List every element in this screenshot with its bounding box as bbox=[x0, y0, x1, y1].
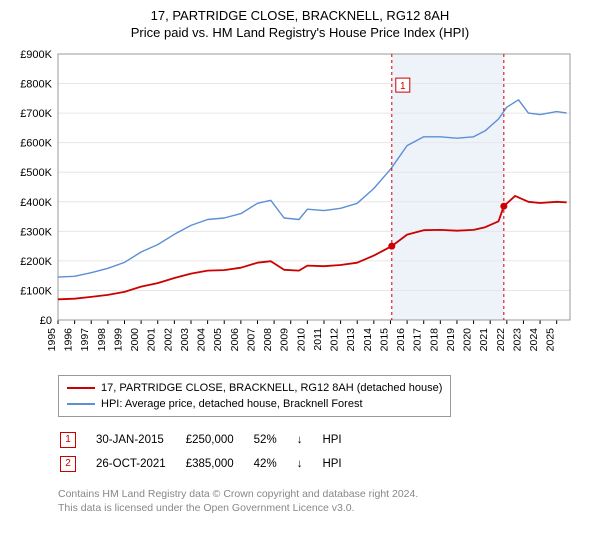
svg-text:2010: 2010 bbox=[295, 328, 307, 352]
legend-swatch bbox=[67, 387, 95, 389]
price-chart: £0 £100K £200K £300K £400K £500K £600K £700K £80… bbox=[14, 50, 574, 360]
svg-text:1996: 1996 bbox=[63, 328, 75, 352]
svg-text:1: 1 bbox=[400, 81, 406, 92]
transaction-vs: HPI bbox=[322, 429, 359, 451]
svg-text:2018: 2018 bbox=[428, 328, 440, 352]
footer-attribution: Contains HM Land Registry data © Crown c… bbox=[58, 487, 586, 515]
transaction-pct: 52% bbox=[254, 429, 295, 451]
svg-text:2015: 2015 bbox=[378, 328, 390, 352]
svg-text:2014: 2014 bbox=[362, 328, 374, 352]
svg-text:2011: 2011 bbox=[312, 328, 324, 351]
transaction-marker: 2 bbox=[60, 456, 76, 472]
svg-text:2025: 2025 bbox=[545, 328, 557, 352]
transaction-pct: 42% bbox=[254, 453, 295, 475]
svg-text:2019: 2019 bbox=[445, 328, 457, 352]
svg-text:2004: 2004 bbox=[196, 328, 208, 352]
svg-text:2013: 2013 bbox=[345, 328, 357, 352]
transaction-price: £385,000 bbox=[186, 453, 252, 475]
transaction-vs: HPI bbox=[322, 453, 359, 475]
svg-text:£500K: £500K bbox=[20, 167, 52, 179]
legend-swatch bbox=[67, 403, 95, 405]
transaction-date: 30-JAN-2015 bbox=[96, 429, 184, 451]
transaction-date: 26-OCT-2021 bbox=[96, 453, 184, 475]
svg-text:£200K: £200K bbox=[20, 256, 52, 268]
svg-text:2022: 2022 bbox=[495, 328, 507, 352]
svg-text:2021: 2021 bbox=[478, 328, 490, 352]
legend-row: HPI: Average price, detached house, Brac… bbox=[67, 396, 442, 412]
svg-text:1995: 1995 bbox=[46, 328, 58, 352]
svg-text:2002: 2002 bbox=[162, 328, 174, 352]
svg-text:2020: 2020 bbox=[462, 328, 474, 352]
svg-text:2007: 2007 bbox=[245, 328, 257, 352]
footer-line-1: Contains HM Land Registry data © Crown c… bbox=[58, 487, 586, 501]
table-row: 2 26-OCT-2021£385,00042%↓HPI bbox=[60, 453, 360, 475]
svg-text:2000: 2000 bbox=[129, 328, 141, 352]
table-row: 1 30-JAN-2015£250,00052%↓HPI bbox=[60, 429, 360, 451]
transactions-table: 1 30-JAN-2015£250,00052%↓HPI 2 26-OCT-2021£… bbox=[58, 427, 362, 477]
svg-text:£400K: £400K bbox=[20, 197, 52, 209]
svg-text:1997: 1997 bbox=[79, 328, 91, 352]
svg-text:£100K: £100K bbox=[20, 285, 52, 297]
svg-text:£900K: £900K bbox=[20, 50, 52, 61]
svg-text:2023: 2023 bbox=[511, 328, 523, 352]
chart-title: 17, PARTRIDGE CLOSE, BRACKNELL, RG12 8AH bbox=[14, 8, 586, 23]
svg-text:£600K: £600K bbox=[20, 138, 52, 150]
svg-text:£300K: £300K bbox=[20, 226, 52, 238]
svg-text:2006: 2006 bbox=[229, 328, 241, 352]
legend-row: 17, PARTRIDGE CLOSE, BRACKNELL, RG12 8AH… bbox=[67, 380, 442, 396]
transaction-arrow: ↓ bbox=[297, 453, 321, 475]
svg-text:£800K: £800K bbox=[20, 79, 52, 91]
svg-text:2017: 2017 bbox=[412, 328, 424, 352]
transaction-arrow: ↓ bbox=[297, 429, 321, 451]
chart-subtitle: Price paid vs. HM Land Registry's House … bbox=[14, 25, 586, 40]
svg-text:2016: 2016 bbox=[395, 328, 407, 352]
svg-text:2012: 2012 bbox=[329, 328, 341, 352]
legend: 17, PARTRIDGE CLOSE, BRACKNELL, RG12 8AH… bbox=[58, 375, 451, 417]
svg-text:1999: 1999 bbox=[112, 328, 124, 352]
svg-text:2001: 2001 bbox=[146, 328, 158, 352]
svg-text:2008: 2008 bbox=[262, 328, 274, 352]
svg-text:2003: 2003 bbox=[179, 328, 191, 352]
svg-text:£0: £0 bbox=[40, 315, 52, 327]
transaction-marker: 1 bbox=[60, 432, 76, 448]
svg-text:2009: 2009 bbox=[279, 328, 291, 352]
footer-line-2: This data is licensed under the Open Gov… bbox=[58, 501, 586, 515]
chart-container: £0 £100K £200K £300K £400K £500K £600K £700K £80… bbox=[14, 50, 586, 365]
svg-text:2005: 2005 bbox=[212, 328, 224, 352]
legend-label: HPI: Average price, detached house, Brac… bbox=[101, 396, 363, 412]
legend-label: 17, PARTRIDGE CLOSE, BRACKNELL, RG12 8AH… bbox=[101, 380, 442, 396]
svg-text:1998: 1998 bbox=[96, 328, 108, 352]
svg-text:2024: 2024 bbox=[528, 328, 540, 352]
svg-text:£700K: £700K bbox=[20, 108, 52, 120]
transaction-price: £250,000 bbox=[186, 429, 252, 451]
